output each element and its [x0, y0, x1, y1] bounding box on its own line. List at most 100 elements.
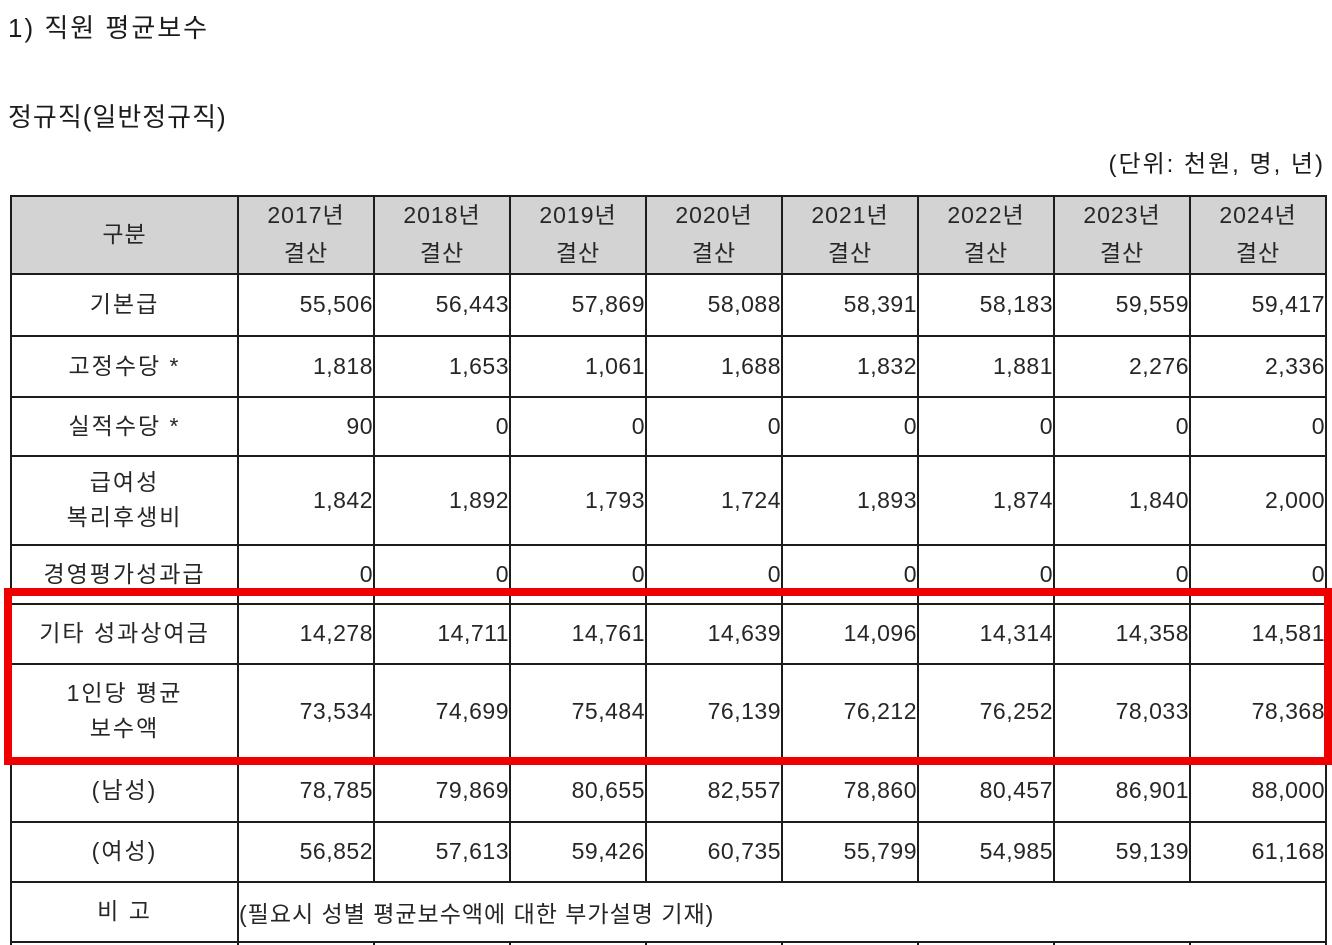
- cell-value: 1,842: [237, 454, 375, 546]
- cell-value: 61,168: [1189, 820, 1327, 883]
- table-body: 기본급 55,506 56,443 57,869 58,088 58,391 58,183 5…: [10, 272, 1327, 945]
- page-title: 1) 직원 평균보수: [8, 13, 210, 43]
- cell-value: 56,443: [373, 272, 511, 337]
- cell-value: 75,484: [509, 662, 647, 760]
- cell-value: 14,314: [917, 602, 1055, 665]
- cell-value: 79,869: [373, 757, 511, 823]
- row-label: (여성): [10, 820, 239, 883]
- cell-value: 0: [1053, 543, 1191, 605]
- cell-value: [645, 940, 783, 945]
- cell-value: [237, 940, 375, 945]
- cell-value: [917, 940, 1055, 945]
- cell-value: 78,785: [237, 757, 375, 823]
- column-header: 2022년 결산: [917, 195, 1055, 275]
- table-row: (여성) 56,852 57,613 59,426 60,735 55,799 54,985…: [10, 820, 1327, 883]
- cell-value: 0: [917, 395, 1055, 457]
- section-subtitle: 정규직(일반정규직): [8, 102, 227, 132]
- cell-value: 78,860: [781, 757, 919, 823]
- cell-value: 1,892: [373, 454, 511, 546]
- cell-value: 76,212: [781, 662, 919, 760]
- corner-header: 구분: [10, 195, 239, 275]
- cell-value: 78,033: [1053, 662, 1191, 760]
- cell-value: 0: [509, 543, 647, 605]
- cell-value: 54,985: [917, 820, 1055, 883]
- header-row: 구분 2017년 결산 2018년 결산 2019년 결산 2020년 결산 2021년 …: [10, 195, 1327, 275]
- cell-value: 14,639: [645, 602, 783, 665]
- cell-value: 1,793: [509, 454, 647, 546]
- cell-value: 55,799: [781, 820, 919, 883]
- cell-value: 0: [781, 543, 919, 605]
- cell-value: 2,276: [1053, 334, 1191, 398]
- cell-value: 82,557: [645, 757, 783, 823]
- cell-value: 0: [781, 395, 919, 457]
- cell-value: 59,417: [1189, 272, 1327, 337]
- cell-value: 55,506: [237, 272, 375, 337]
- cell-value: 59,559: [1053, 272, 1191, 337]
- cell-value: 58,183: [917, 272, 1055, 337]
- cell-value: 80,457: [917, 757, 1055, 823]
- cell-value: [1189, 940, 1327, 945]
- table-row: 기본급 55,506 56,443 57,869 58,088 58,391 58,183 5…: [10, 272, 1327, 337]
- cell-value: 88,000: [1189, 757, 1327, 823]
- cell-value: 0: [645, 395, 783, 457]
- cell-value: 1,061: [509, 334, 647, 398]
- cell-value: 14,358: [1053, 602, 1191, 665]
- cell-value: 0: [509, 395, 647, 457]
- table-row: 비 고 (필요시 성별 평균보수액에 대한 부가설명 기재): [10, 880, 1327, 943]
- cell-value: 78,368: [1189, 662, 1327, 760]
- cell-value: 1,874: [917, 454, 1055, 546]
- cell-value: 1,724: [645, 454, 783, 546]
- cell-value: 86,901: [1053, 757, 1191, 823]
- cell-value: 1,818: [237, 334, 375, 398]
- cell-value: 1,881: [917, 334, 1055, 398]
- table-row-highlighted: 기타 성과상여금 14,278 14,711 14,761 14,639 14,096 14…: [10, 602, 1327, 665]
- cell-value: 57,613: [373, 820, 511, 883]
- table-row-highlighted: 1인당 평균 보수액 73,534 74,699 75,484 76,139 76,212…: [10, 662, 1327, 760]
- row-label: [10, 940, 239, 945]
- cell-value: [373, 940, 511, 945]
- cell-value: 76,252: [917, 662, 1055, 760]
- remark-note: (필요시 성별 평균보수액에 대한 부가설명 기재): [237, 880, 1327, 943]
- cell-value: 0: [1189, 395, 1327, 457]
- cell-value: 74,699: [373, 662, 511, 760]
- table-row: 고정수당 * 1,818 1,653 1,061 1,688 1,832 1,881 2,27…: [10, 334, 1327, 398]
- cell-value: 1,653: [373, 334, 511, 398]
- cell-value: 73,534: [237, 662, 375, 760]
- table-row: 경영평가성과급 0 0 0 0 0 0 0 0: [10, 543, 1327, 605]
- row-label: 1인당 평균 보수액: [10, 662, 239, 760]
- table-header: 구분 2017년 결산 2018년 결산 2019년 결산 2020년 결산 2021년 …: [10, 195, 1327, 275]
- cell-value: 1,832: [781, 334, 919, 398]
- cell-value: 60,735: [645, 820, 783, 883]
- cell-value: 14,278: [237, 602, 375, 665]
- table-row: [10, 940, 1327, 945]
- column-header: 2020년 결산: [645, 195, 783, 275]
- column-header: 2024년 결산: [1189, 195, 1327, 275]
- row-label: 급여성 복리후생비: [10, 454, 239, 546]
- cell-value: 58,391: [781, 272, 919, 337]
- cell-value: 56,852: [237, 820, 375, 883]
- cell-value: 0: [373, 543, 511, 605]
- cell-value: 0: [373, 395, 511, 457]
- cell-value: 80,655: [509, 757, 647, 823]
- row-label: 비 고: [10, 880, 239, 943]
- cell-value: 0: [237, 543, 375, 605]
- cell-value: 0: [645, 543, 783, 605]
- cell-value: 57,869: [509, 272, 647, 337]
- cell-value: 1,840: [1053, 454, 1191, 546]
- row-label: 기타 성과상여금: [10, 602, 239, 665]
- cell-value: 14,711: [373, 602, 511, 665]
- cell-value: 1,893: [781, 454, 919, 546]
- row-label: 기본급: [10, 272, 239, 337]
- column-header: 2021년 결산: [781, 195, 919, 275]
- cell-value: 90: [237, 395, 375, 457]
- average-salary-table: 구분 2017년 결산 2018년 결산 2019년 결산 2020년 결산 2021년 …: [10, 195, 1327, 945]
- cell-value: 59,139: [1053, 820, 1191, 883]
- column-header: 2019년 결산: [509, 195, 647, 275]
- cell-value: 0: [917, 543, 1055, 605]
- cell-value: 59,426: [509, 820, 647, 883]
- row-label: (남성): [10, 757, 239, 823]
- row-label: 실적수당 *: [10, 395, 239, 457]
- cell-value: 0: [1053, 395, 1191, 457]
- cell-value: [781, 940, 919, 945]
